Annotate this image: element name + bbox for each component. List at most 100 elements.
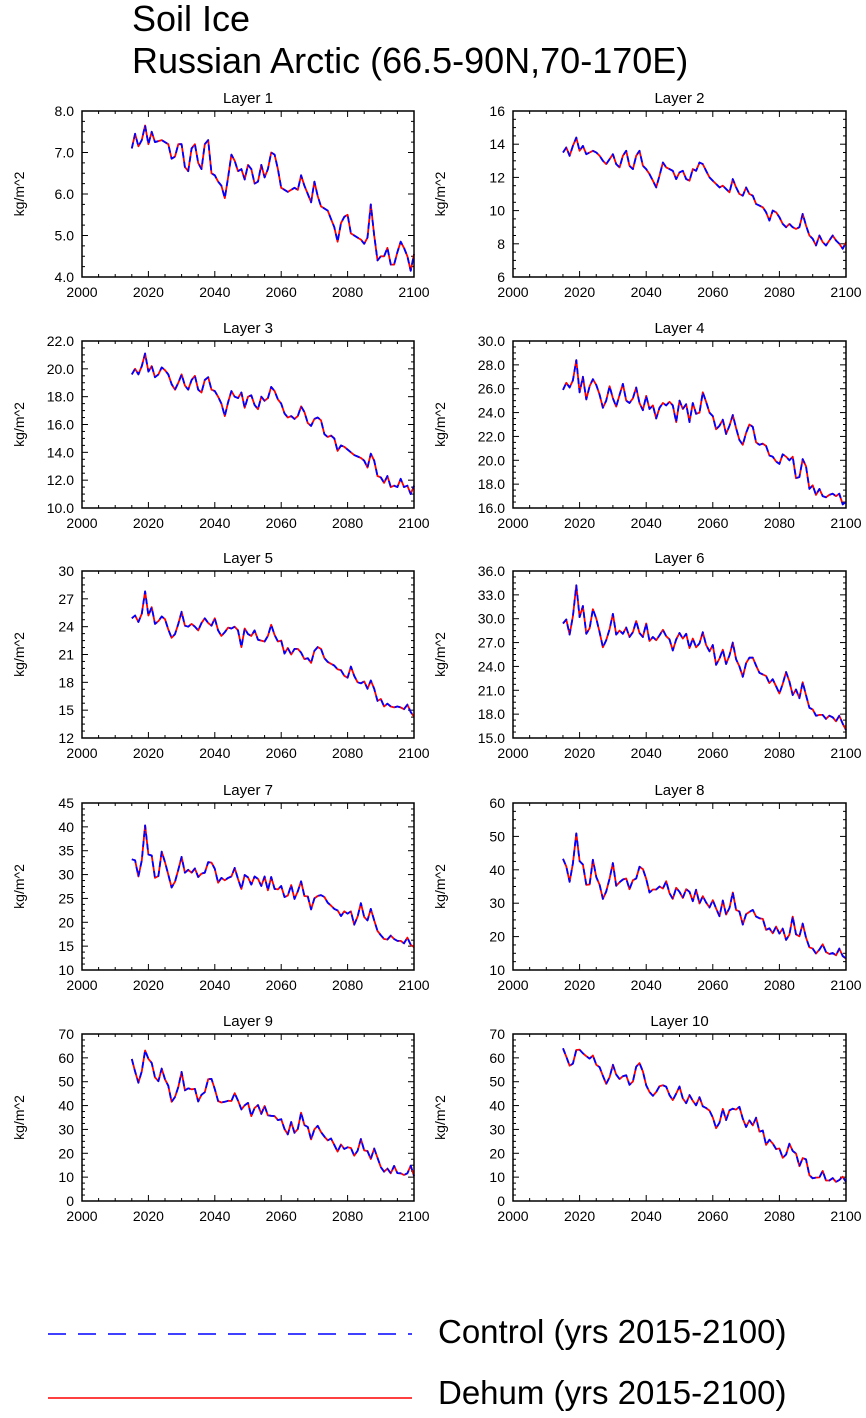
panel-title: Layer 7 <box>223 782 273 799</box>
panel-title: Layer 8 <box>654 782 704 799</box>
plot-frame <box>81 570 415 739</box>
x-tick-label: 2100 <box>830 284 861 300</box>
plot-frame <box>81 802 415 971</box>
plot-frame <box>512 110 847 278</box>
y-tick-label: 45 <box>58 795 74 811</box>
x-tick-label: 2080 <box>764 977 795 993</box>
x-tick-label: 2080 <box>332 1208 363 1224</box>
y-tick-label: 20.0 <box>478 452 505 468</box>
panel-layer-5: Layer 5 kg/m^2 12 15 18 21 24 27 30 2000 2020 2040 2… <box>11 550 430 761</box>
y-tick-label: 16 <box>489 103 505 119</box>
y-tick-label: 30 <box>489 895 505 911</box>
y-axis-label: kg/m^2 <box>11 632 27 677</box>
x-tick-label: 2080 <box>332 745 363 761</box>
y-tick-label: 22.0 <box>478 428 505 444</box>
x-tick-label: 2040 <box>631 977 662 993</box>
x-tick-label: 2000 <box>66 515 97 531</box>
x-tick-label: 2080 <box>764 284 795 300</box>
y-tick-label: 15 <box>58 702 74 718</box>
x-tick-label: 2020 <box>133 284 164 300</box>
y-tick-label: 10 <box>489 203 505 219</box>
x-tick-label: 2020 <box>133 977 164 993</box>
x-tick-label: 2000 <box>497 745 528 761</box>
panel-title: Layer 9 <box>223 1013 273 1030</box>
series-control-line <box>130 1049 415 1177</box>
y-tick-label: 70 <box>489 1026 505 1042</box>
panel-layer-4: Layer 4 kg/m^2 16.0 18.0 20.0 22.0 24.0 26.0 28.… <box>432 320 862 531</box>
x-tick-label: 2080 <box>764 1208 795 1224</box>
x-tick-label: 2100 <box>830 745 861 761</box>
y-tick-label: 70 <box>58 1026 74 1042</box>
x-tick-label: 2080 <box>764 745 795 761</box>
x-tick-label: 2020 <box>133 1208 164 1224</box>
y-tick-label: 6.0 <box>55 186 75 202</box>
y-tick-label: 20 <box>58 914 74 930</box>
x-tick-label: 2060 <box>266 515 297 531</box>
x-tick-label: 2060 <box>697 284 728 300</box>
series-dehum-line <box>562 136 847 250</box>
x-tick-label: 2040 <box>631 515 662 531</box>
x-tick-label: 2060 <box>697 745 728 761</box>
x-tick-label: 2020 <box>564 284 595 300</box>
y-tick-label: 10 <box>489 962 505 978</box>
series-control-line <box>562 136 847 250</box>
x-tick-label: 2100 <box>830 1208 861 1224</box>
x-tick-label: 2100 <box>398 284 429 300</box>
x-tick-label: 2060 <box>266 1208 297 1224</box>
series-control-line <box>562 584 847 731</box>
series-dehum-line <box>562 1047 847 1183</box>
y-tick-label: 14.0 <box>47 444 74 460</box>
y-axis-label: kg/m^2 <box>432 402 448 447</box>
y-tick-label: 0 <box>497 1193 505 1209</box>
y-tick-label: 30.0 <box>478 333 505 349</box>
y-tick-label: 30 <box>489 1121 505 1137</box>
panel-title: Layer 10 <box>650 1013 708 1030</box>
legend-label-control: Control (yrs 2015-2100) <box>438 1313 787 1350</box>
y-tick-label: 10 <box>58 1169 74 1185</box>
y-tick-label: 25 <box>58 890 74 906</box>
plot-frame <box>512 340 847 509</box>
y-tick-label: 36.0 <box>478 563 505 579</box>
x-tick-label: 2020 <box>564 977 595 993</box>
panel-title: Layer 6 <box>654 550 704 567</box>
y-axis-label: kg/m^2 <box>11 402 27 447</box>
y-tick-label: 10 <box>58 962 74 978</box>
y-tick-label: 35 <box>58 843 74 859</box>
y-tick-label: 12.0 <box>47 472 74 488</box>
y-axis-label: kg/m^2 <box>432 632 448 677</box>
y-tick-label: 24.0 <box>478 658 505 674</box>
x-tick-label: 2000 <box>497 1208 528 1224</box>
y-tick-label: 8.0 <box>55 103 75 119</box>
y-tick-label: 10.0 <box>47 500 74 516</box>
y-tick-label: 7.0 <box>55 145 75 161</box>
x-tick-label: 2000 <box>497 515 528 531</box>
y-tick-label: 15.0 <box>478 730 505 746</box>
y-tick-label: 26.0 <box>478 381 505 397</box>
y-tick-label: 24 <box>58 619 74 635</box>
y-tick-label: 16.0 <box>478 500 505 516</box>
x-tick-label: 2020 <box>564 515 595 531</box>
y-tick-label: 21 <box>58 647 74 663</box>
series-control-line <box>562 1047 847 1183</box>
x-tick-label: 2100 <box>830 977 861 993</box>
y-tick-label: 60 <box>489 1050 505 1066</box>
panel-layer-9: Layer 9 kg/m^2 0 10 20 30 40 50 60 70 2000 2020 2040… <box>11 1013 430 1224</box>
x-tick-label: 2060 <box>266 284 297 300</box>
y-tick-label: 40 <box>58 819 74 835</box>
panel-title: Layer 4 <box>654 320 704 337</box>
x-tick-label: 2100 <box>398 515 429 531</box>
x-tick-label: 2020 <box>564 745 595 761</box>
x-tick-label: 2060 <box>697 515 728 531</box>
x-tick-label: 2000 <box>66 977 97 993</box>
panel-layer-6: Layer 6 kg/m^2 15.0 18.0 21.0 24.0 27.0 30.0 33.… <box>432 550 862 761</box>
y-tick-label: 24.0 <box>478 405 505 421</box>
x-tick-label: 2000 <box>497 977 528 993</box>
y-tick-label: 50 <box>489 828 505 844</box>
series-dehum-line <box>562 832 847 960</box>
plot-frame <box>81 1033 415 1202</box>
x-tick-label: 2060 <box>697 977 728 993</box>
panel-layer-2: Layer 2 kg/m^2 6 8 10 12 14 16 2000 2020 2040 2060 2… <box>432 90 862 300</box>
y-tick-label: 10 <box>489 1169 505 1185</box>
